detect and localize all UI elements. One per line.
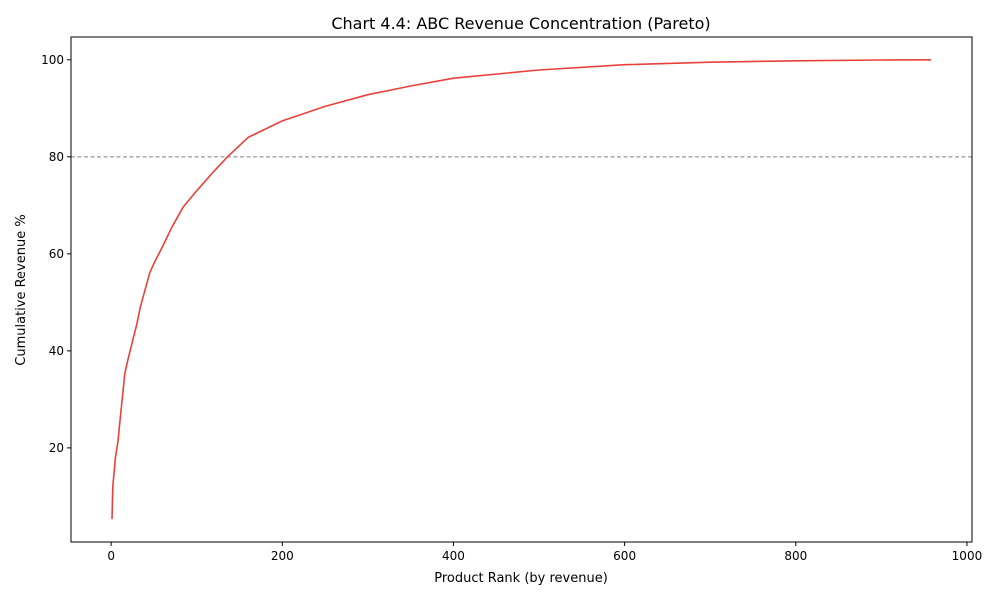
y-axis-label: Cumulative Revenue % — [14, 214, 29, 365]
plot-frame — [70, 36, 973, 543]
chart-title: Chart 4.4: ABC Revenue Concentration (Pa… — [331, 14, 710, 33]
y-tick-label: 80 — [49, 150, 64, 164]
x-axis-label: Product Rank (by revenue) — [434, 571, 608, 586]
y-tick-label: 60 — [49, 247, 64, 261]
x-tick-label: 0 — [107, 549, 115, 563]
x-tick-label: 1000 — [952, 549, 983, 563]
y-tick-label: 100 — [41, 53, 64, 67]
x-tick-label: 800 — [784, 549, 807, 563]
y-tick-label: 20 — [49, 441, 64, 455]
x-tick-label: 200 — [271, 549, 294, 563]
x-tick-label: 600 — [613, 549, 636, 563]
y-tick-label: 40 — [49, 344, 64, 358]
x-tick-label: 400 — [442, 549, 465, 563]
cumulative-revenue-line — [111, 59, 932, 520]
